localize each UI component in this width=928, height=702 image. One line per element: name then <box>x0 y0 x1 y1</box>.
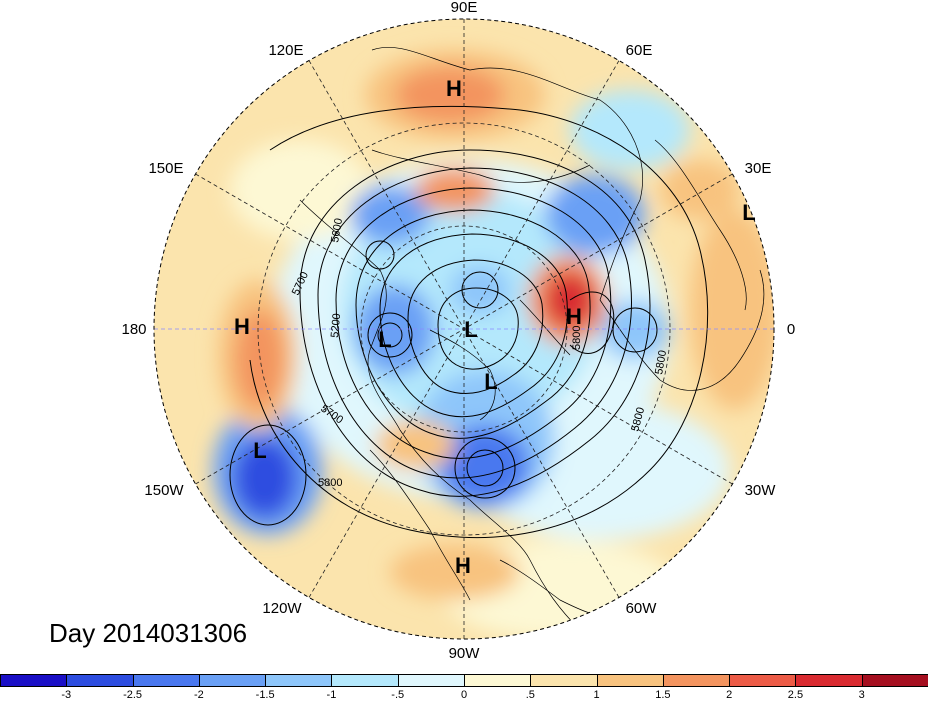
lon-label-180: 180 <box>121 321 146 338</box>
colorbar-swatch <box>0 674 68 687</box>
colorbar-swatch <box>729 674 797 687</box>
lon-label-30w: 30W <box>745 482 777 499</box>
colorbar-tick-label: -3 <box>61 689 72 701</box>
low-center-pole: L <box>464 317 477 342</box>
colorbar-tick-label: -.5 <box>391 689 405 701</box>
contour-label: 5800 <box>318 477 342 489</box>
colorbar-tick-label: .5 <box>525 689 535 701</box>
low-center-hudson-bay: L <box>484 369 497 394</box>
colorbar-swatch <box>861 674 928 687</box>
low-center-northeast-pacific: L <box>253 438 266 463</box>
colorbar-tick-label: -2 <box>193 689 204 701</box>
lon-label-60e: 60E <box>626 42 653 59</box>
colorbar: -3 -2.5 -2 -1.5 -1 -.5 0 .5 1 1.5 2 2.5 3 <box>0 674 928 702</box>
lon-label-120w: 120W <box>262 600 302 617</box>
high-center-siberia: H <box>446 76 462 101</box>
colorbar-swatch <box>464 674 532 687</box>
colorbar-tick-label: 2.5 <box>787 689 804 701</box>
high-center-central-america: H <box>455 553 471 578</box>
colorbar-swatch <box>397 674 465 687</box>
high-center-north-pacific: H <box>234 314 250 339</box>
colorbar-swatch <box>66 674 134 687</box>
colorbar-swatch <box>331 674 399 687</box>
colorbar-tick-label: 1 <box>593 689 600 701</box>
day-label: Day 2014031306 <box>49 618 248 648</box>
contour-label: 5800 <box>653 349 669 375</box>
lon-label-90e: 90E <box>451 0 478 16</box>
pressure-centers: H L H L L H L L H <box>234 76 756 578</box>
colorbar-swatch <box>198 674 267 687</box>
colorbar-swatch <box>662 674 731 687</box>
colorbar-swatch <box>596 674 664 687</box>
lon-label-150e: 150E <box>148 160 183 177</box>
contour-label: 5800 <box>571 326 583 350</box>
contour-label: 5600 <box>329 217 345 243</box>
colorbar-tick-label: 0 <box>460 689 468 701</box>
longitude-labels: 90E 60E 30E 0 30W 60W 90W 120W 150W 180 … <box>121 0 795 662</box>
colorbar-swatch <box>795 674 863 687</box>
colorbar-swatch <box>265 674 333 687</box>
lon-label-90w: 90W <box>449 645 481 662</box>
lon-label-0: 0 <box>787 321 795 338</box>
contour-label: 5200 <box>329 313 343 338</box>
high-center-barents: H <box>566 304 582 329</box>
colorbar-tick-label: -1.5 <box>255 689 275 701</box>
graticule <box>154 19 774 639</box>
map-boundary <box>153 18 775 640</box>
colorbar-swatch <box>530 674 598 687</box>
colorbar-tick-label: 3 <box>858 689 865 701</box>
lon-label-150w: 150W <box>144 482 184 499</box>
colorbar-swatch <box>132 674 200 687</box>
lon-label-120e: 120E <box>268 42 303 59</box>
low-center-western-europe: L <box>742 200 755 225</box>
lon-label-30e: 30E <box>745 160 772 177</box>
colorbar-tick-label: 2 <box>726 689 733 701</box>
colorbar-tick-label: -2.5 <box>123 689 143 701</box>
lon-label-60w: 60W <box>626 600 658 617</box>
colorbar-tick-label: -1 <box>326 689 337 701</box>
low-center-bering-sea: L <box>378 327 391 352</box>
colorbar-tick-label: 1.5 <box>655 689 671 701</box>
